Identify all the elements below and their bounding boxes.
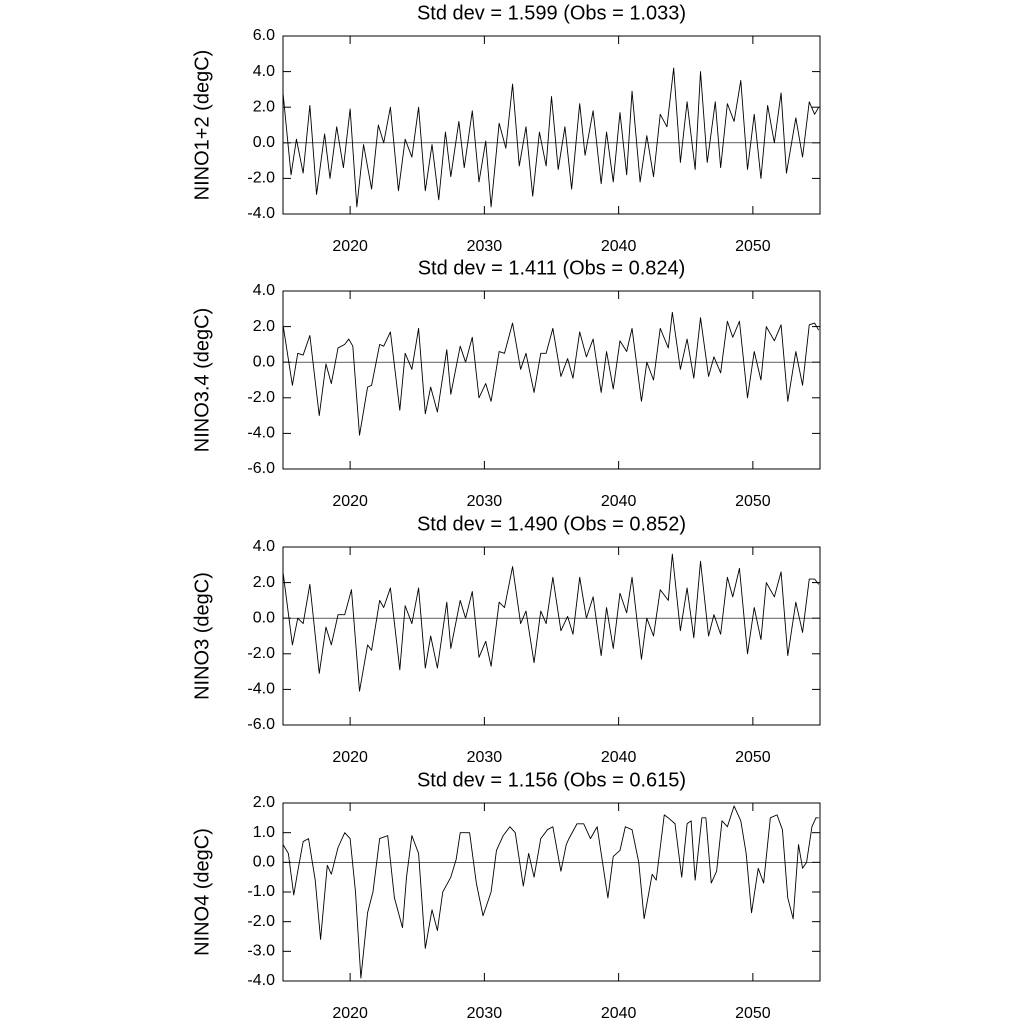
- panel-title: Std dev = 1.490 (Obs = 0.852): [417, 513, 686, 535]
- y-tick-label: -2.0: [247, 913, 275, 930]
- plot-frame: [282, 802, 821, 982]
- y-tick-label: 2.0: [253, 574, 275, 591]
- y-tick-label: -6.0: [247, 460, 275, 477]
- y-tick-label: -4.0: [247, 972, 275, 989]
- y-tick-label: 1.0: [253, 824, 275, 841]
- x-tick-label: 2040: [601, 749, 637, 766]
- panel: Std dev = 1.599 (Obs = 1.033) NINO1+2 (de…: [191, 2, 821, 255]
- x-tick-label: 2050: [735, 1005, 771, 1022]
- x-tick-label: 2030: [467, 493, 503, 510]
- panel-title: Std dev = 1.599 (Obs = 1.033): [417, 2, 686, 24]
- y-tick-label: 0.0: [253, 134, 275, 151]
- y-tick-label: -4.0: [247, 425, 275, 442]
- y-tick-label: -2.0: [247, 170, 275, 187]
- x-tick-label: 2040: [601, 238, 637, 255]
- y-tick-label: -2.0: [247, 645, 275, 662]
- y-tick-label: 2.0: [253, 98, 275, 115]
- x-tick-label: 2040: [601, 1005, 637, 1022]
- x-tick-label: 2030: [467, 749, 503, 766]
- x-tick-label: 2050: [735, 238, 771, 255]
- panel-title: Std dev = 1.411 (Obs = 0.824): [418, 257, 686, 279]
- y-tick-label: -2.0: [247, 389, 275, 406]
- y-tick-label: -4.0: [247, 205, 275, 222]
- data-line: [282, 553, 820, 692]
- panel: Std dev = 1.490 (Obs = 0.852) NINO3 (degC…: [191, 513, 821, 766]
- data-line: [282, 805, 819, 979]
- y-tick-label: 0.0: [253, 854, 275, 871]
- x-tick-label: 2020: [332, 749, 368, 766]
- data-line: [282, 67, 820, 208]
- panel-title: Std dev = 1.156 (Obs = 0.615): [417, 769, 686, 791]
- y-tick-label: 4.0: [253, 538, 275, 555]
- plot-frame: [282, 35, 821, 215]
- y-axis-label: NINO4 (degC): [191, 828, 213, 956]
- y-tick-label: -4.0: [247, 681, 275, 698]
- y-tick-label: -3.0: [247, 943, 275, 960]
- y-tick-label: -1.0: [247, 883, 275, 900]
- x-tick-label: 2050: [735, 749, 771, 766]
- panel: Std dev = 1.411 (Obs = 0.824) NINO3.4 (de…: [191, 257, 821, 510]
- x-tick-label: 2030: [467, 1005, 503, 1022]
- x-tick-label: 2020: [332, 493, 368, 510]
- y-tick-label: 0.0: [253, 353, 275, 370]
- y-tick-label: 6.0: [253, 27, 275, 44]
- x-tick-label: 2050: [735, 493, 771, 510]
- panel: Std dev = 1.156 (Obs = 0.615) NINO4 (degC…: [191, 769, 821, 1022]
- x-tick-label: 2030: [467, 238, 503, 255]
- x-tick-label: 2020: [332, 1005, 368, 1022]
- plot-frame: [282, 290, 821, 470]
- x-tick-label: 2020: [332, 238, 368, 255]
- plot-frame: [282, 546, 821, 726]
- y-axis-label: NINO3.4 (degC): [191, 308, 213, 453]
- data-line: [282, 311, 820, 436]
- y-tick-label: 4.0: [253, 63, 275, 80]
- y-tick-label: 2.0: [253, 794, 275, 811]
- y-tick-label: 2.0: [253, 318, 275, 335]
- y-axis-label: NINO1+2 (degC): [191, 50, 213, 201]
- y-tick-label: 4.0: [253, 282, 275, 299]
- y-axis-label: NINO3 (degC): [191, 572, 213, 700]
- y-tick-label: 0.0: [253, 609, 275, 626]
- x-tick-label: 2040: [601, 493, 637, 510]
- y-tick-label: -6.0: [247, 716, 275, 733]
